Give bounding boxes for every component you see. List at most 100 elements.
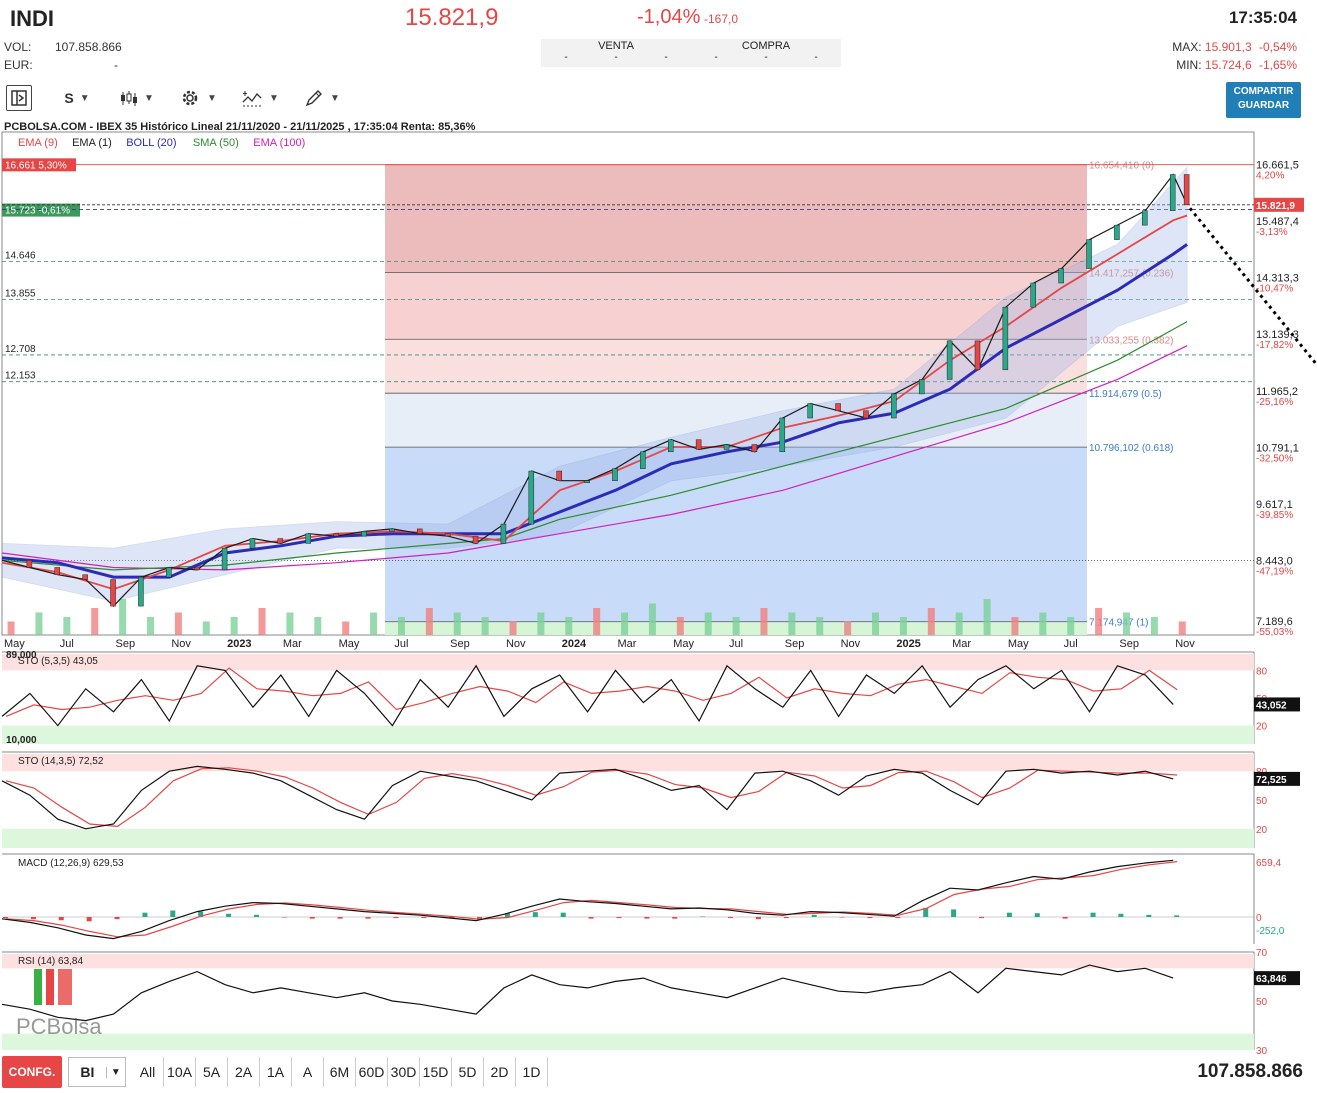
x-tick-label-3: Nov xyxy=(171,638,191,650)
candle xyxy=(193,567,200,571)
period-button-a[interactable]: A xyxy=(292,1057,324,1087)
x-tick-label-0: May xyxy=(4,638,25,650)
fib-label-3: 11.914,679 (0.5) xyxy=(1089,389,1162,400)
macd-y-tick-2: -252,0 xyxy=(1256,926,1285,937)
clock: 17:35:04 xyxy=(1228,8,1297,27)
x-tick-label-10: 2024 xyxy=(562,638,587,650)
macd-histogram-bar xyxy=(337,917,343,919)
candle xyxy=(584,480,590,483)
sto1-last-label: 43,052 xyxy=(1256,700,1287,711)
y-tick-pct-2: -10,47% xyxy=(1256,284,1293,295)
macd-histogram-bar xyxy=(393,917,399,919)
macd-histogram-bar xyxy=(616,917,622,919)
eur-label: EUR: xyxy=(4,58,33,72)
candle xyxy=(612,468,618,481)
macd-histogram-bar xyxy=(1146,914,1152,917)
period-button-10a[interactable]: 10A xyxy=(164,1057,196,1087)
candle xyxy=(389,528,395,532)
period-button-5a[interactable]: 5A xyxy=(196,1057,228,1087)
macd-histogram-bar xyxy=(728,917,734,919)
period-button-6m[interactable]: 6M xyxy=(324,1057,356,1087)
fib-label-4: 10.796,102 (0.618) xyxy=(1089,443,1174,454)
period-button-1a[interactable]: 1A xyxy=(260,1057,292,1087)
period-button-1d[interactable]: 1D xyxy=(516,1057,548,1087)
sto1-signal-line xyxy=(5,667,1178,717)
period-button-15d[interactable]: 15D xyxy=(420,1057,452,1087)
macd-histogram-bar xyxy=(309,917,315,919)
macd-y-tick-0: 659,4 xyxy=(1256,858,1281,869)
left-label-2: 14.646 xyxy=(5,251,36,262)
sto2-oversold-zone xyxy=(2,828,1254,848)
indicators-select[interactable]: ▼ xyxy=(232,85,288,111)
y-tick-pct-8: -55,03% xyxy=(1256,627,1293,638)
volume-bar xyxy=(258,608,266,635)
period-button-2d[interactable]: 2D xyxy=(484,1057,516,1087)
min-label: MIN: xyxy=(1176,58,1202,72)
sto2-y-tick-2: 20 xyxy=(1256,825,1268,836)
period-button-2a[interactable]: 2A xyxy=(228,1057,260,1087)
left-label-bg-1 xyxy=(2,203,80,217)
chart-area[interactable]: PCBOLSA.COM - IBEX 35 Histórico Lineal 2… xyxy=(0,118,1317,1054)
macd-histogram-bar xyxy=(755,917,761,920)
sto1-top-label: 89,000 xyxy=(6,650,37,661)
interval-select[interactable]: S ▼ xyxy=(52,85,102,111)
candle xyxy=(918,379,925,395)
drawing-tools-select[interactable]: ▼ xyxy=(294,85,350,111)
y-tick-label-0: 16.661,5 xyxy=(1256,159,1299,171)
chart-toolbar: S ▼ ▼ ▼ ▼ ▼ xyxy=(6,84,350,112)
candle xyxy=(82,574,88,580)
volume-bar xyxy=(983,599,991,635)
y-tick-label-2: 14.313,3 xyxy=(1256,273,1299,285)
sto1-line xyxy=(1,664,1174,727)
interval-label: S xyxy=(64,90,74,106)
candle xyxy=(1086,239,1092,269)
period-button-all[interactable]: All xyxy=(132,1057,164,1087)
share-save-button[interactable]: COMPARTIR GUARDAR xyxy=(1226,82,1301,118)
logo-wordmark: PCBolsa xyxy=(16,1014,102,1039)
macd-histogram-bar xyxy=(504,913,510,917)
sidebar-toggle-button[interactable] xyxy=(6,85,32,111)
min-row: MIN: 15.724,6 -1,65% xyxy=(1176,58,1297,72)
y-tick-label-7: 8.443,0 xyxy=(1256,556,1293,568)
volume-bar xyxy=(872,612,880,635)
y-tick-label-1: 15.487,4 xyxy=(1256,216,1299,228)
volume-bar xyxy=(397,617,405,635)
macd-histogram-bar xyxy=(3,917,8,919)
x-tick-label-11: Mar xyxy=(617,638,636,650)
candle xyxy=(138,576,144,607)
candle xyxy=(723,444,730,450)
volume-bar xyxy=(844,621,852,635)
candle xyxy=(333,533,339,537)
settings-select[interactable]: ▼ xyxy=(170,85,226,111)
period-button-5d[interactable]: 5D xyxy=(452,1057,484,1087)
macd-histogram-bar xyxy=(226,913,232,917)
x-tick-label-8: Sep xyxy=(450,638,470,650)
x-tick-label-18: May xyxy=(1008,638,1029,650)
macd-histogram-bar xyxy=(114,917,120,920)
y-tick-pct-7: -47,19% xyxy=(1256,567,1293,578)
indicator-legend-1: EMA (1) xyxy=(72,137,112,149)
rsi-label: RSI (14) 63,84 xyxy=(18,956,83,967)
macd-line xyxy=(1,859,1174,940)
config-button[interactable]: CONFG. xyxy=(2,1056,62,1088)
volume-bar xyxy=(955,612,963,635)
volume-bar xyxy=(1150,617,1158,635)
macd-histogram-bar xyxy=(86,917,92,922)
sto1-last-badge xyxy=(1254,697,1300,712)
sto2-line xyxy=(1,765,1174,830)
indicator-legend-2: BOLL (20) xyxy=(126,137,176,149)
volume-bar xyxy=(63,617,71,635)
ema100-line xyxy=(1,345,1188,571)
left-label-bg-0 xyxy=(2,158,76,172)
candle xyxy=(1002,306,1009,371)
chart-type-select[interactable]: ▼ xyxy=(108,85,164,111)
logo-bar-red xyxy=(46,969,54,1005)
macd-signal-line xyxy=(5,861,1178,938)
volume-bar xyxy=(565,617,573,635)
period-button-60d[interactable]: 60D xyxy=(356,1057,388,1087)
volume-bar xyxy=(425,608,433,635)
macd-histogram-bar xyxy=(1034,913,1040,917)
rsi-y-tick-2: 30 xyxy=(1256,1046,1268,1054)
period-button-30d[interactable]: 30D xyxy=(388,1057,420,1087)
bi-select[interactable]: BI ▼ xyxy=(68,1057,126,1087)
